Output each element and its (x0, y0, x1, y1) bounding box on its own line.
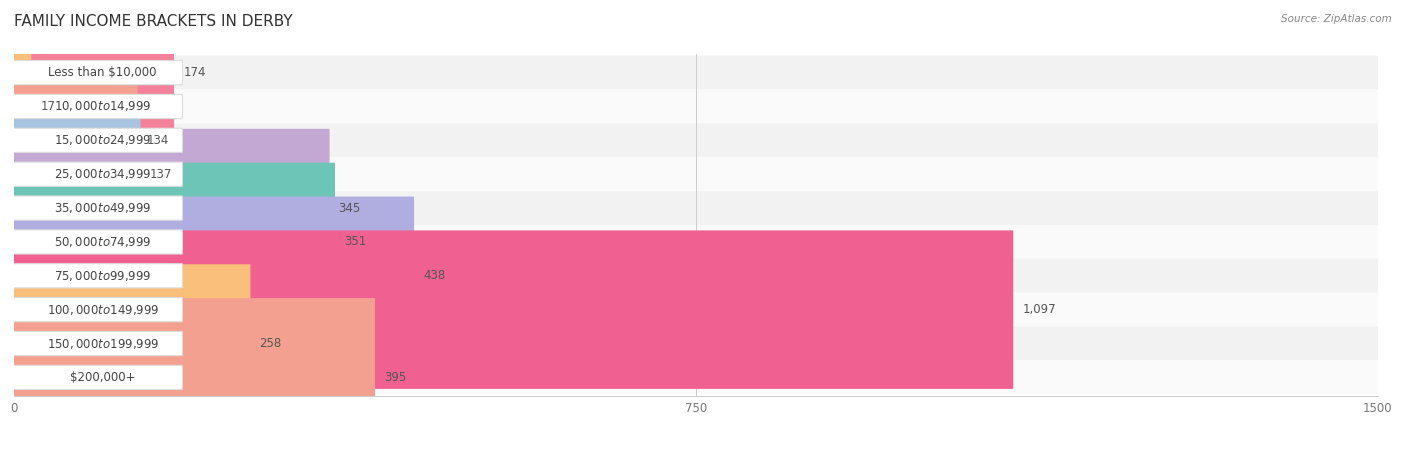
FancyBboxPatch shape (6, 332, 183, 356)
FancyBboxPatch shape (13, 197, 415, 355)
Text: 258: 258 (260, 337, 281, 350)
FancyBboxPatch shape (14, 191, 1378, 225)
FancyBboxPatch shape (6, 196, 183, 220)
FancyBboxPatch shape (13, 163, 335, 321)
Text: $50,000 to $74,999: $50,000 to $74,999 (53, 235, 152, 249)
FancyBboxPatch shape (6, 94, 183, 118)
Text: 351: 351 (344, 235, 367, 248)
Text: $10,000 to $14,999: $10,000 to $14,999 (53, 99, 152, 113)
Text: $75,000 to $99,999: $75,000 to $99,999 (53, 269, 152, 283)
Text: $35,000 to $49,999: $35,000 to $49,999 (53, 201, 152, 215)
FancyBboxPatch shape (13, 264, 250, 423)
Text: $25,000 to $34,999: $25,000 to $34,999 (53, 167, 152, 181)
Text: 17: 17 (41, 100, 55, 113)
FancyBboxPatch shape (6, 264, 183, 288)
FancyBboxPatch shape (14, 56, 1378, 90)
FancyBboxPatch shape (14, 123, 1378, 158)
Text: 345: 345 (339, 202, 361, 215)
FancyBboxPatch shape (13, 95, 141, 253)
FancyBboxPatch shape (14, 327, 1378, 360)
FancyBboxPatch shape (14, 292, 1378, 327)
FancyBboxPatch shape (6, 61, 183, 85)
FancyBboxPatch shape (13, 298, 375, 450)
FancyBboxPatch shape (13, 27, 31, 186)
FancyBboxPatch shape (14, 90, 1378, 123)
FancyBboxPatch shape (13, 230, 1014, 389)
Text: $150,000 to $199,999: $150,000 to $199,999 (46, 337, 159, 351)
Text: 395: 395 (384, 371, 406, 384)
FancyBboxPatch shape (14, 158, 1378, 191)
FancyBboxPatch shape (13, 61, 138, 220)
FancyBboxPatch shape (14, 360, 1378, 394)
FancyBboxPatch shape (6, 297, 183, 322)
Text: 134: 134 (146, 134, 169, 147)
Text: FAMILY INCOME BRACKETS IN DERBY: FAMILY INCOME BRACKETS IN DERBY (14, 14, 292, 28)
FancyBboxPatch shape (13, 129, 329, 287)
FancyBboxPatch shape (14, 225, 1378, 259)
FancyBboxPatch shape (6, 162, 183, 186)
FancyBboxPatch shape (6, 128, 183, 153)
Text: Less than $10,000: Less than $10,000 (48, 66, 157, 79)
Text: $100,000 to $149,999: $100,000 to $149,999 (46, 303, 159, 317)
Text: Source: ZipAtlas.com: Source: ZipAtlas.com (1281, 14, 1392, 23)
Text: 137: 137 (149, 168, 172, 181)
FancyBboxPatch shape (6, 230, 183, 254)
Text: $200,000+: $200,000+ (70, 371, 135, 384)
Text: 1,097: 1,097 (1022, 303, 1056, 316)
FancyBboxPatch shape (14, 259, 1378, 292)
Text: 174: 174 (183, 66, 205, 79)
FancyBboxPatch shape (13, 0, 174, 152)
Text: 438: 438 (423, 269, 446, 282)
Text: $15,000 to $24,999: $15,000 to $24,999 (53, 133, 152, 147)
FancyBboxPatch shape (6, 365, 183, 389)
